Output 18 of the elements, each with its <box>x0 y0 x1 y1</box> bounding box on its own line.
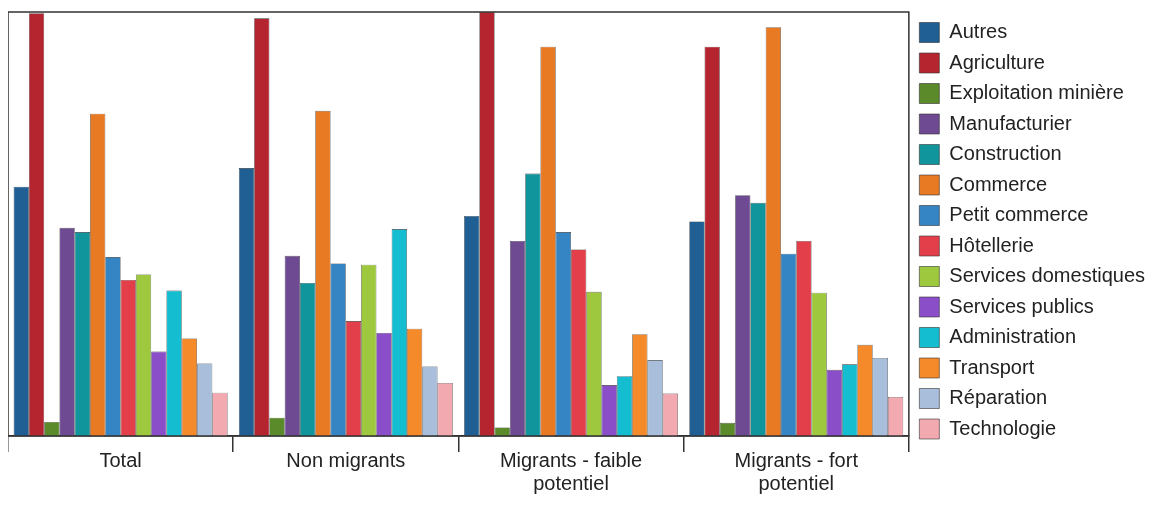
legend-label: Exploitation minière <box>949 81 1124 104</box>
x-tick-label: Migrants - fort potentiel <box>734 449 859 495</box>
legend-label: Administration <box>949 325 1077 348</box>
x-tick-label: Total <box>99 449 142 472</box>
x-tick-label: Migrants - faible potentiel <box>499 449 643 495</box>
legend-label: Services publics <box>949 294 1094 317</box>
legend-label: Commerce <box>949 172 1048 195</box>
legend-label: Autres <box>949 20 1008 43</box>
legend-label: Transport <box>949 355 1035 378</box>
legend-label: Manufacturier <box>949 111 1072 134</box>
x-tick-label: Non migrants <box>286 449 406 472</box>
legend-label: Construction <box>949 142 1062 165</box>
legend-label: Agriculture <box>949 50 1045 73</box>
legend-label: Hôtellerie <box>949 233 1034 256</box>
legend-label: Services domestiques <box>949 264 1146 287</box>
legend-label: Réparation <box>949 386 1048 409</box>
legend-label: Technologie <box>949 416 1057 439</box>
legend-label: Petit commerce <box>949 203 1089 226</box>
